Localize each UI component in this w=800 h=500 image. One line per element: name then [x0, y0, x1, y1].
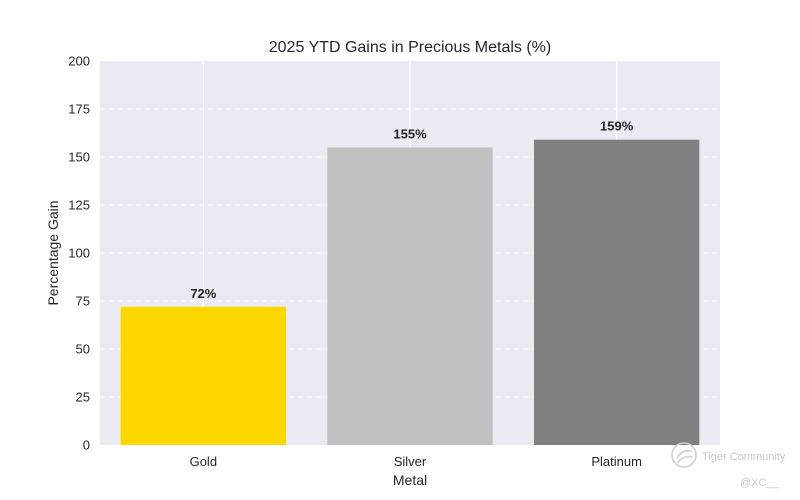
watermark-handle: @XC__ [740, 477, 780, 489]
y-tick-label: 200 [68, 54, 90, 69]
x-tick-label-gold: Gold [190, 454, 217, 469]
data-label-platinum: 159% [600, 119, 634, 134]
y-tick-label: 25 [76, 390, 90, 405]
y-tick-label: 125 [68, 198, 90, 213]
bar-gold [120, 306, 287, 445]
bars [120, 139, 700, 445]
y-tick-label: 50 [76, 342, 90, 357]
y-tick-label: 175 [68, 102, 90, 117]
y-tick-label: 75 [76, 294, 90, 309]
x-axis-ticks: Gold Silver Platinum [190, 454, 642, 469]
data-label-silver: 155% [393, 126, 427, 141]
data-label-gold: 72% [190, 286, 216, 301]
x-tick-label-platinum: Platinum [591, 454, 642, 469]
x-tick-label-silver: Silver [394, 454, 427, 469]
y-tick-label: 150 [68, 150, 90, 165]
y-tick-label: 0 [83, 438, 90, 453]
bar-platinum [534, 139, 700, 445]
data-labels: 72% 155% 159% [190, 119, 633, 301]
y-tick-label: 100 [68, 246, 90, 261]
chart-title: 2025 YTD Gains in Precious Metals (%) [269, 39, 551, 56]
tiger-community-logo-icon [671, 442, 697, 468]
watermark-brand: Tiger Community [702, 451, 786, 463]
x-axis-label: Metal [393, 472, 427, 488]
y-axis-label: Percentage Gain [45, 200, 61, 305]
y-axis-ticks: 0 25 50 75 100 125 150 175 200 [68, 54, 90, 453]
bar-silver [327, 147, 493, 445]
tiger-community-watermark: Tiger Community @XC__ [671, 442, 786, 489]
